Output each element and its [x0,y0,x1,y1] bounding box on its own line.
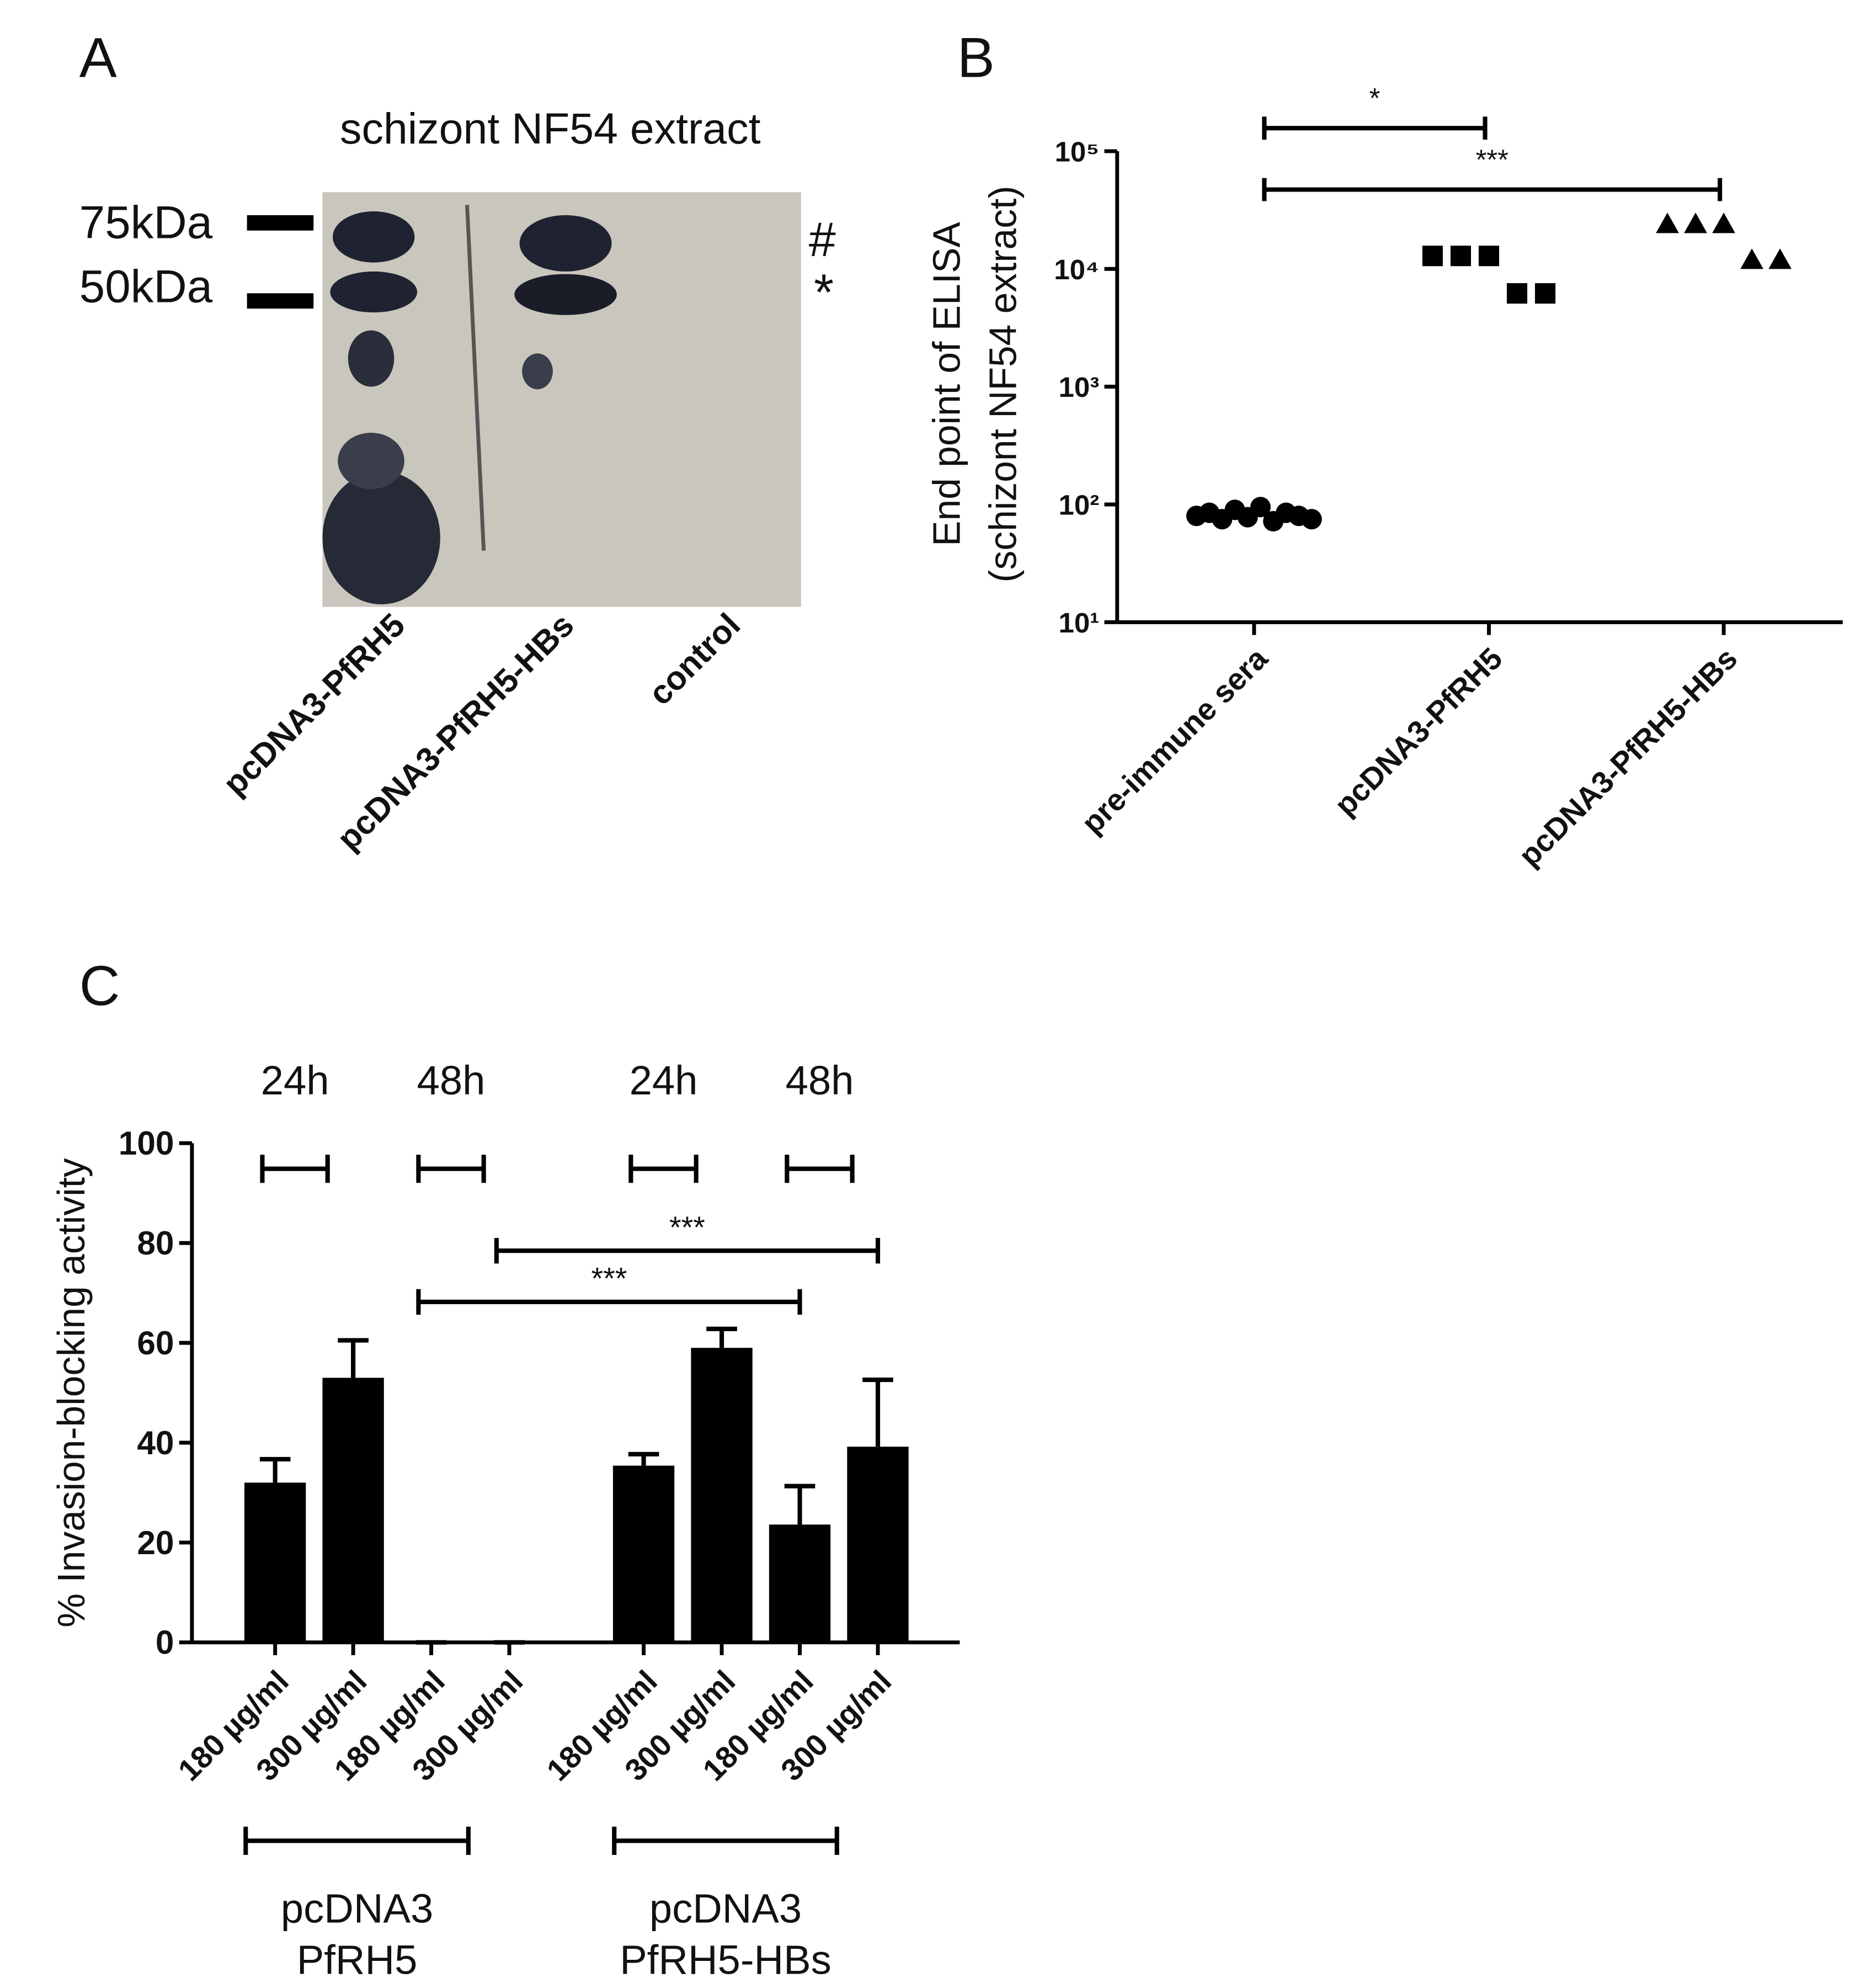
point [1478,246,1499,267]
error-bar [338,1338,369,1378]
point [1712,212,1735,233]
time-label: 48h [786,1057,854,1103]
significance-bracket [1262,178,1723,201]
point [1684,212,1707,233]
significance-bracket [1262,116,1488,140]
time-label: 24h [261,1057,329,1103]
significance-label: *** [591,1262,627,1296]
point [1656,212,1679,233]
y-tick-label: 10¹ [1058,607,1099,639]
point [1768,248,1792,269]
error-bar [784,1484,816,1525]
time-bracket [416,1155,486,1183]
y-tick-label: 80 [137,1224,174,1262]
y-tick-label: 10³ [1058,371,1099,403]
group-label: pcDNA3 [649,1886,802,1932]
time-label: 24h [630,1057,698,1103]
band [330,271,418,313]
bar [612,1465,675,1642]
streak [465,205,486,551]
y-axis-label: (schizont NF54 extract) [981,186,1024,583]
marker-bar [247,215,314,231]
error-bar [862,1378,893,1447]
bar [769,1524,831,1642]
error-bar [628,1452,659,1466]
y-axis-label: % Invasion-blocking activity [50,1158,93,1628]
point [1740,248,1763,269]
band [333,211,415,263]
significance-bracket [416,1289,802,1315]
group-bracket [612,1826,839,1855]
marker-bar [247,293,314,309]
y-tick-label: 20 [137,1524,174,1561]
y-tick-label: 10² [1058,490,1099,521]
band-label: * [814,264,834,321]
blot-image [322,192,801,607]
point [1450,246,1471,267]
bar [244,1482,306,1642]
point [1301,509,1322,530]
time-bracket [628,1155,699,1183]
y-tick-label: 60 [137,1324,174,1362]
significance-bracket [494,1237,881,1264]
panel-label: B [957,26,995,89]
time-bracket [260,1155,330,1183]
y-tick-label: 40 [137,1424,174,1461]
band [338,433,404,490]
point [1250,497,1271,518]
y-tick-label: 100 [119,1124,174,1162]
band [522,353,553,390]
group-label: PfRH5 [297,1937,418,1983]
group-label: pcDNA3 [281,1886,433,1932]
point [1534,283,1556,304]
band [348,330,395,387]
panel-label: C [79,954,120,1017]
significance-label: *** [1475,143,1509,175]
y-tick-label: 10⁴ [1054,254,1099,285]
error-bar [706,1326,737,1348]
bar [322,1378,384,1642]
point [1422,246,1443,267]
significance-label: * [1369,82,1381,114]
band [514,274,617,315]
y-tick-label: 0 [156,1624,174,1661]
significance-label: *** [669,1210,705,1245]
bar [691,1348,753,1642]
time-bracket [785,1155,855,1183]
marker-label: 75kDa [79,196,213,248]
band [322,471,440,604]
panel-label: A [79,26,117,89]
group-label: PfRH5-HBs [620,1937,831,1983]
point [1506,283,1528,304]
error-bar [259,1456,291,1483]
y-axis-label: End point of ELISA [925,222,968,546]
band [519,215,612,272]
blot-title: schizont NF54 extract [340,104,761,153]
y-tick-label: 10⁵ [1055,136,1100,167]
time-label: 48h [417,1057,486,1103]
marker-label: 50kDa [79,260,213,312]
group-bracket [243,1826,471,1855]
band-label: # [809,212,836,267]
bar [847,1447,909,1642]
